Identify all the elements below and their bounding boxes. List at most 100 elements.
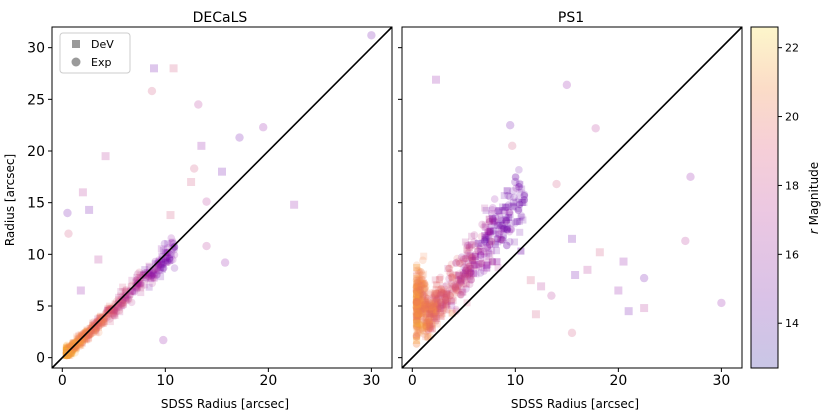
data-point-exp — [639, 273, 649, 283]
data-point-dev — [141, 274, 149, 282]
data-point-exp — [426, 301, 435, 310]
data-point-exp — [428, 305, 437, 314]
data-point-exp — [451, 283, 460, 291]
panel-decals: DECaLS 0 10 20 30 0 5 10 15 20 25 30 SDSS Radius [… — [3, 10, 393, 411]
data-point-exp — [118, 296, 127, 304]
data-point-dev — [421, 301, 429, 309]
data-point-dev — [412, 304, 420, 312]
data-point-exp — [438, 290, 447, 298]
data-point-dev — [413, 298, 421, 306]
data-point-dev — [470, 269, 478, 277]
data-point-dev — [429, 307, 437, 315]
data-point-exp — [441, 293, 449, 302]
data-point-exp — [437, 288, 446, 296]
data-point-exp — [107, 310, 115, 319]
data-point-dev — [122, 294, 130, 302]
data-point-dev — [485, 215, 493, 223]
data-point-dev — [484, 231, 492, 239]
data-point-dev — [494, 264, 502, 272]
data-point-exp — [417, 282, 425, 290]
data-point-dev — [422, 298, 430, 306]
data-point-exp — [415, 290, 423, 299]
data-point-dev — [502, 203, 510, 211]
data-point-exp — [484, 231, 493, 239]
data-point-exp — [457, 253, 466, 261]
data-point-exp — [447, 273, 456, 281]
data-point-exp — [154, 267, 163, 275]
data-point-dev — [82, 329, 90, 337]
data-point-dev — [62, 345, 70, 353]
data-point-dev — [413, 312, 421, 320]
data-point-dev — [415, 305, 423, 313]
data-point-dev — [158, 261, 166, 269]
data-point-exp — [415, 288, 423, 297]
data-point-dev — [83, 327, 91, 335]
data-point-dev — [494, 221, 502, 229]
data-point-dev — [420, 252, 428, 260]
data-point-exp — [425, 317, 434, 326]
data-point-exp — [465, 269, 474, 278]
data-point-exp — [66, 342, 75, 351]
data-point-exp — [520, 191, 529, 200]
data-point-exp — [79, 330, 88, 338]
data-point-exp — [412, 303, 421, 312]
data-point-exp — [415, 286, 423, 295]
data-point-dev — [495, 207, 503, 215]
data-point-exp — [468, 256, 477, 265]
data-point-exp — [99, 318, 108, 327]
data-point-exp — [423, 297, 431, 305]
data-point-exp — [489, 226, 498, 235]
data-point-exp — [433, 295, 441, 304]
data-point-dev — [111, 311, 119, 319]
data-point-dev — [125, 295, 133, 303]
data-point-dev — [67, 346, 75, 354]
data-point-dev — [69, 339, 77, 347]
data-point-dev — [467, 241, 475, 249]
data-point-dev — [414, 310, 422, 318]
data-point-dev — [456, 276, 464, 284]
data-point-exp — [466, 268, 475, 277]
data-point-exp — [63, 346, 72, 354]
data-point-exp — [415, 289, 424, 298]
data-point-exp — [438, 286, 446, 295]
data-point-exp — [63, 346, 71, 355]
data-point-dev — [414, 300, 422, 308]
data-point-exp — [480, 237, 489, 245]
data-point-exp — [423, 318, 432, 327]
data-point-dev — [436, 305, 444, 313]
data-point-dev — [419, 324, 427, 332]
data-point-exp — [68, 345, 77, 354]
data-point-dev — [423, 310, 431, 318]
data-point-dev — [482, 206, 490, 214]
data-point-dev — [147, 270, 155, 278]
data-point-exp — [154, 260, 162, 268]
data-point-exp — [485, 217, 494, 226]
data-point-exp — [427, 308, 435, 317]
colorbar-label-symbol: r — [807, 228, 821, 234]
data-point-exp — [415, 310, 424, 318]
data-point-exp — [466, 264, 475, 273]
data-point-exp — [442, 302, 451, 310]
data-point-exp — [422, 302, 431, 311]
data-point-exp — [417, 275, 426, 283]
data-point-dev — [123, 296, 131, 304]
data-point-exp — [476, 251, 485, 259]
data-point-exp — [90, 320, 99, 328]
data-point-dev — [431, 316, 439, 324]
data-point-dev — [443, 299, 451, 307]
data-point-dev — [414, 313, 422, 321]
data-point-exp — [445, 268, 454, 277]
data-point-dev — [503, 224, 511, 232]
data-point-dev — [75, 331, 83, 339]
data-point-exp — [464, 266, 473, 275]
data-point-exp — [504, 201, 513, 209]
data-point-exp — [159, 335, 168, 345]
data-point-exp — [168, 256, 177, 264]
data-point-dev — [151, 266, 159, 274]
data-point-dev — [412, 297, 420, 305]
data-point-exp — [164, 258, 172, 266]
data-point-exp — [434, 305, 443, 313]
data-point-dev — [64, 346, 72, 354]
data-point-exp — [452, 271, 460, 279]
